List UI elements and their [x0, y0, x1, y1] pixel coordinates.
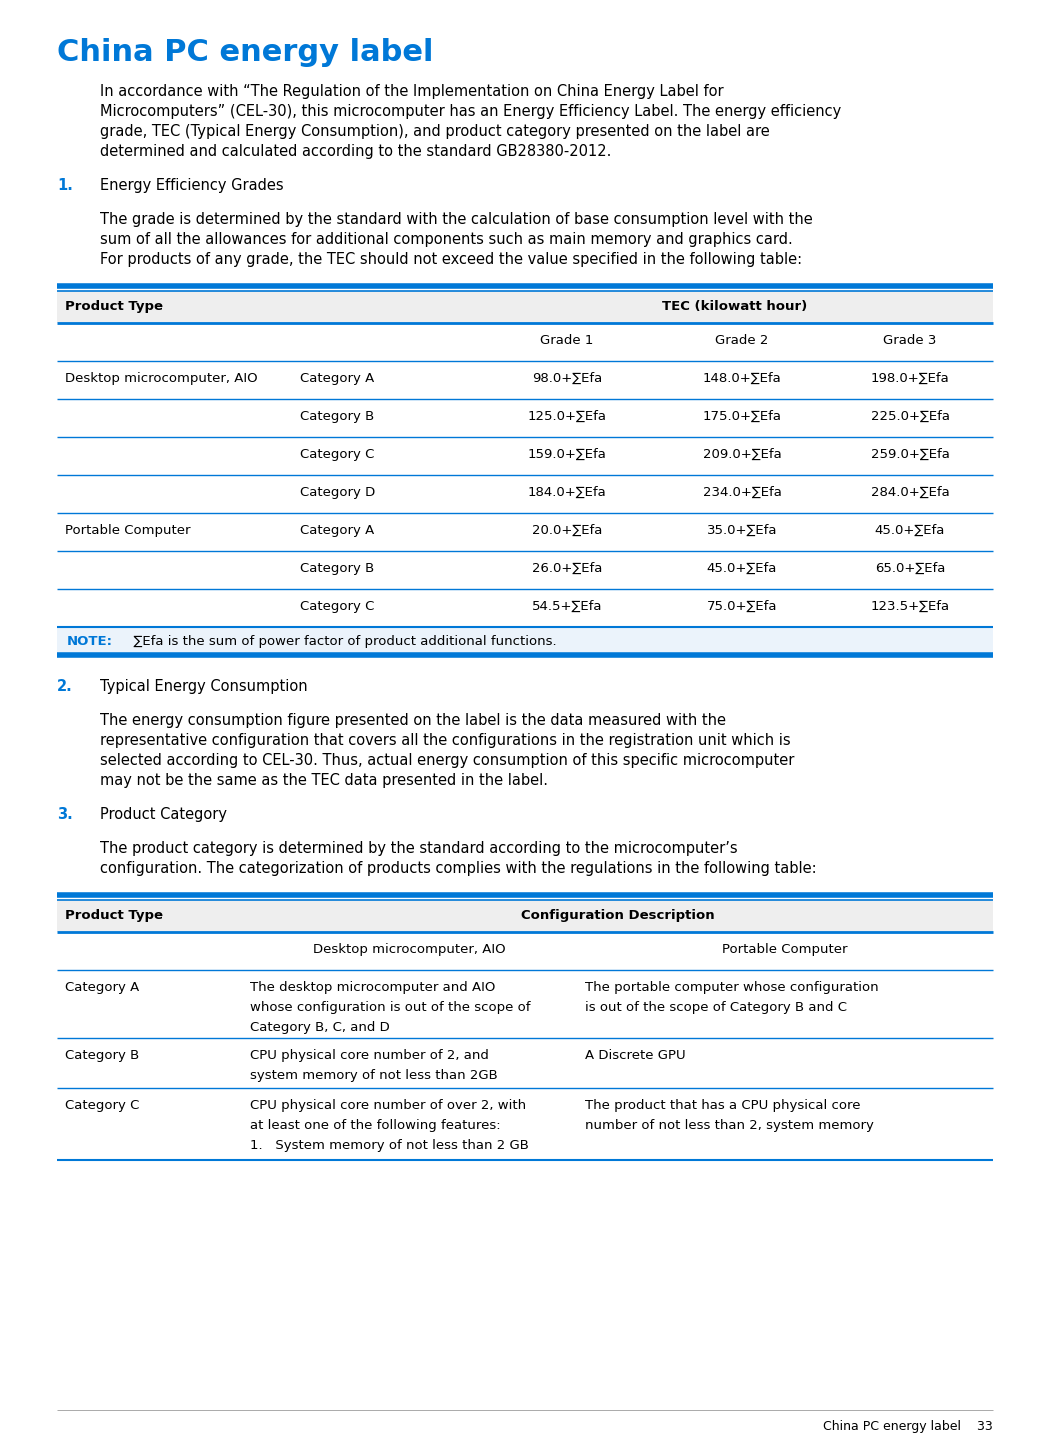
Text: A Discrete GPU: A Discrete GPU: [585, 1049, 686, 1062]
Text: Category C: Category C: [300, 600, 375, 613]
Text: Category B: Category B: [65, 1049, 140, 1062]
Text: Product Type: Product Type: [65, 909, 163, 922]
Text: 175.0+∑Efa: 175.0+∑Efa: [702, 410, 781, 423]
Text: 45.0+∑Efa: 45.0+∑Efa: [707, 562, 777, 575]
Text: In accordance with “The Regulation of the Implementation on China Energy Label f: In accordance with “The Regulation of th…: [100, 84, 723, 100]
Text: The portable computer whose configuration: The portable computer whose configuratio…: [585, 981, 879, 994]
Text: CPU physical core number of over 2, with: CPU physical core number of over 2, with: [250, 1100, 526, 1113]
Text: Grade 2: Grade 2: [715, 334, 769, 347]
Text: 3.: 3.: [57, 806, 72, 822]
Text: Category A: Category A: [300, 371, 374, 384]
Text: 125.0+∑Efa: 125.0+∑Efa: [527, 410, 607, 423]
Text: Category B, C, and D: Category B, C, and D: [250, 1022, 390, 1035]
Text: China PC energy label: China PC energy label: [57, 38, 434, 66]
Text: Product Category: Product Category: [100, 806, 227, 822]
Text: 20.0+∑Efa: 20.0+∑Efa: [531, 525, 603, 538]
Text: configuration. The categorization of products complies with the regulations in t: configuration. The categorization of pro…: [100, 861, 817, 876]
Text: Portable Computer: Portable Computer: [722, 944, 847, 957]
Text: Microcomputers” (CEL-30), this microcomputer has an Energy Efficiency Label. The: Microcomputers” (CEL-30), this microcomp…: [100, 104, 841, 118]
Text: whose configuration is out of the scope of: whose configuration is out of the scope …: [250, 1001, 530, 1014]
Text: Portable Computer: Portable Computer: [65, 525, 190, 538]
Text: The energy consumption figure presented on the label is the data measured with t: The energy consumption figure presented …: [100, 712, 726, 728]
Text: Category B: Category B: [300, 410, 374, 423]
Text: 1.   System memory of not less than 2 GB: 1. System memory of not less than 2 GB: [250, 1139, 529, 1152]
Text: number of not less than 2, system memory: number of not less than 2, system memory: [585, 1118, 874, 1131]
Text: Desktop microcomputer, AIO: Desktop microcomputer, AIO: [65, 371, 257, 384]
Text: 35.0+∑Efa: 35.0+∑Efa: [707, 525, 777, 538]
Text: Energy Efficiency Grades: Energy Efficiency Grades: [100, 178, 284, 194]
Text: sum of all the allowances for additional components such as main memory and grap: sum of all the allowances for additional…: [100, 233, 793, 247]
Text: 159.0+∑Efa: 159.0+∑Efa: [527, 448, 607, 461]
Text: Grade 1: Grade 1: [541, 334, 593, 347]
Text: 198.0+∑Efa: 198.0+∑Efa: [870, 371, 949, 384]
Text: The grade is determined by the standard with the calculation of base consumption: The grade is determined by the standard …: [100, 212, 813, 227]
Text: 225.0+∑Efa: 225.0+∑Efa: [870, 410, 949, 423]
Bar: [57, 900, 993, 932]
Text: 2.: 2.: [57, 679, 72, 694]
Text: Desktop microcomputer, AIO: Desktop microcomputer, AIO: [313, 944, 506, 957]
Text: grade, TEC (Typical Energy Consumption), and product category presented on the l: grade, TEC (Typical Energy Consumption),…: [100, 124, 770, 139]
Text: Product Type: Product Type: [65, 301, 163, 314]
Text: 54.5+∑Efa: 54.5+∑Efa: [531, 600, 603, 613]
Text: The product that has a CPU physical core: The product that has a CPU physical core: [585, 1100, 861, 1113]
Text: 284.0+∑Efa: 284.0+∑Efa: [870, 486, 949, 499]
Text: NOTE:: NOTE:: [67, 634, 113, 647]
Text: The product category is determined by the standard according to the microcompute: The product category is determined by th…: [100, 841, 737, 855]
Text: Category C: Category C: [65, 1100, 140, 1113]
Text: 184.0+∑Efa: 184.0+∑Efa: [527, 486, 607, 499]
Text: Grade 3: Grade 3: [883, 334, 937, 347]
Text: 259.0+∑Efa: 259.0+∑Efa: [870, 448, 949, 461]
Text: For products of any grade, the TEC should not exceed the value specified in the : For products of any grade, the TEC shoul…: [100, 251, 802, 267]
Text: The desktop microcomputer and AIO: The desktop microcomputer and AIO: [250, 981, 496, 994]
Text: 1.: 1.: [57, 178, 72, 194]
Text: Typical Energy Consumption: Typical Energy Consumption: [100, 679, 308, 694]
Text: 123.5+∑Efa: 123.5+∑Efa: [870, 600, 949, 613]
Text: determined and calculated according to the standard GB28380-2012.: determined and calculated according to t…: [100, 144, 611, 159]
Text: Category C: Category C: [300, 448, 375, 461]
Text: Configuration Description: Configuration Description: [521, 909, 714, 922]
Text: 65.0+∑Efa: 65.0+∑Efa: [875, 562, 945, 575]
Text: representative configuration that covers all the configurations in the registrat: representative configuration that covers…: [100, 733, 791, 749]
Text: Category D: Category D: [300, 486, 375, 499]
Text: 75.0+∑Efa: 75.0+∑Efa: [707, 600, 777, 613]
Text: 98.0+∑Efa: 98.0+∑Efa: [532, 371, 602, 384]
Text: TEC (kilowatt hour): TEC (kilowatt hour): [663, 301, 807, 314]
Text: Category A: Category A: [65, 981, 140, 994]
Text: CPU physical core number of 2, and: CPU physical core number of 2, and: [250, 1049, 489, 1062]
Text: at least one of the following features:: at least one of the following features:: [250, 1118, 501, 1131]
Text: 209.0+∑Efa: 209.0+∑Efa: [702, 448, 781, 461]
Text: 148.0+∑Efa: 148.0+∑Efa: [702, 371, 781, 384]
Text: 45.0+∑Efa: 45.0+∑Efa: [875, 525, 945, 538]
Text: ∑Efa is the sum of power factor of product additional functions.: ∑Efa is the sum of power factor of produ…: [125, 634, 556, 647]
Bar: [57, 290, 993, 324]
Text: system memory of not less than 2GB: system memory of not less than 2GB: [250, 1069, 498, 1082]
Text: 234.0+∑Efa: 234.0+∑Efa: [702, 486, 781, 499]
Text: may not be the same as the TEC data presented in the label.: may not be the same as the TEC data pres…: [100, 773, 548, 788]
Text: Category A: Category A: [300, 525, 374, 538]
Text: is out of the scope of Category B and C: is out of the scope of Category B and C: [585, 1001, 847, 1014]
Text: Category B: Category B: [300, 562, 374, 575]
Bar: [57, 627, 993, 655]
Text: China PC energy label    33: China PC energy label 33: [823, 1420, 993, 1433]
Text: 26.0+∑Efa: 26.0+∑Efa: [531, 562, 603, 575]
Text: selected according to CEL-30. Thus, actual energy consumption of this specific m: selected according to CEL-30. Thus, actu…: [100, 753, 795, 767]
